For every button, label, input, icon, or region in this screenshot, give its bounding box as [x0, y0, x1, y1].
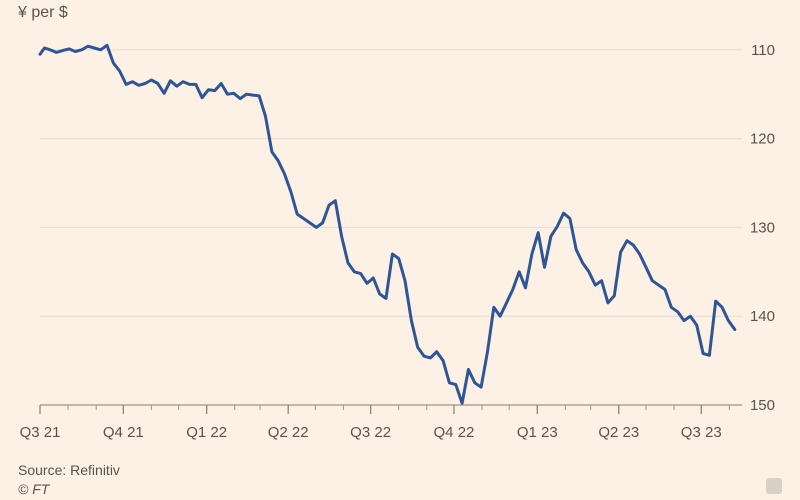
y-tick-label: 140 — [750, 308, 775, 325]
x-tick-label: Q3 22 — [350, 424, 391, 441]
x-tick-label: Q1 22 — [186, 424, 227, 441]
copyright-note: © FT — [18, 481, 50, 497]
y-tick-label: 110 — [751, 42, 775, 59]
y-axis-label: ¥ per $ — [18, 4, 68, 21]
y-tick-label: 150 — [750, 397, 775, 414]
gridlines — [39, 49, 742, 410]
y-tick-labels: 110 120 130 140 150 — [750, 42, 775, 414]
x-tick-label: Q3 23 — [681, 424, 722, 441]
x-tick-labels: Q3 21 Q4 21 Q1 22 Q2 22 Q3 22 Q4 22 Q1 23 Q2 23… — [20, 405, 722, 441]
x-tick-label: Q2 23 — [598, 424, 639, 441]
y-tick-label: 120 — [750, 131, 775, 148]
x-tick-label: Q4 21 — [103, 424, 144, 441]
x-tick-label: Q1 23 — [517, 424, 558, 441]
source-note: Source: Refinitiv — [18, 462, 120, 478]
x-tick-label: Q4 22 — [434, 424, 475, 441]
ft-logo-icon — [766, 478, 782, 494]
x-tick-label: Q3 21 — [20, 424, 61, 441]
y-tick-label: 130 — [750, 219, 775, 236]
x-tick-label: Q2 22 — [268, 424, 309, 441]
series-line — [38, 43, 737, 405]
